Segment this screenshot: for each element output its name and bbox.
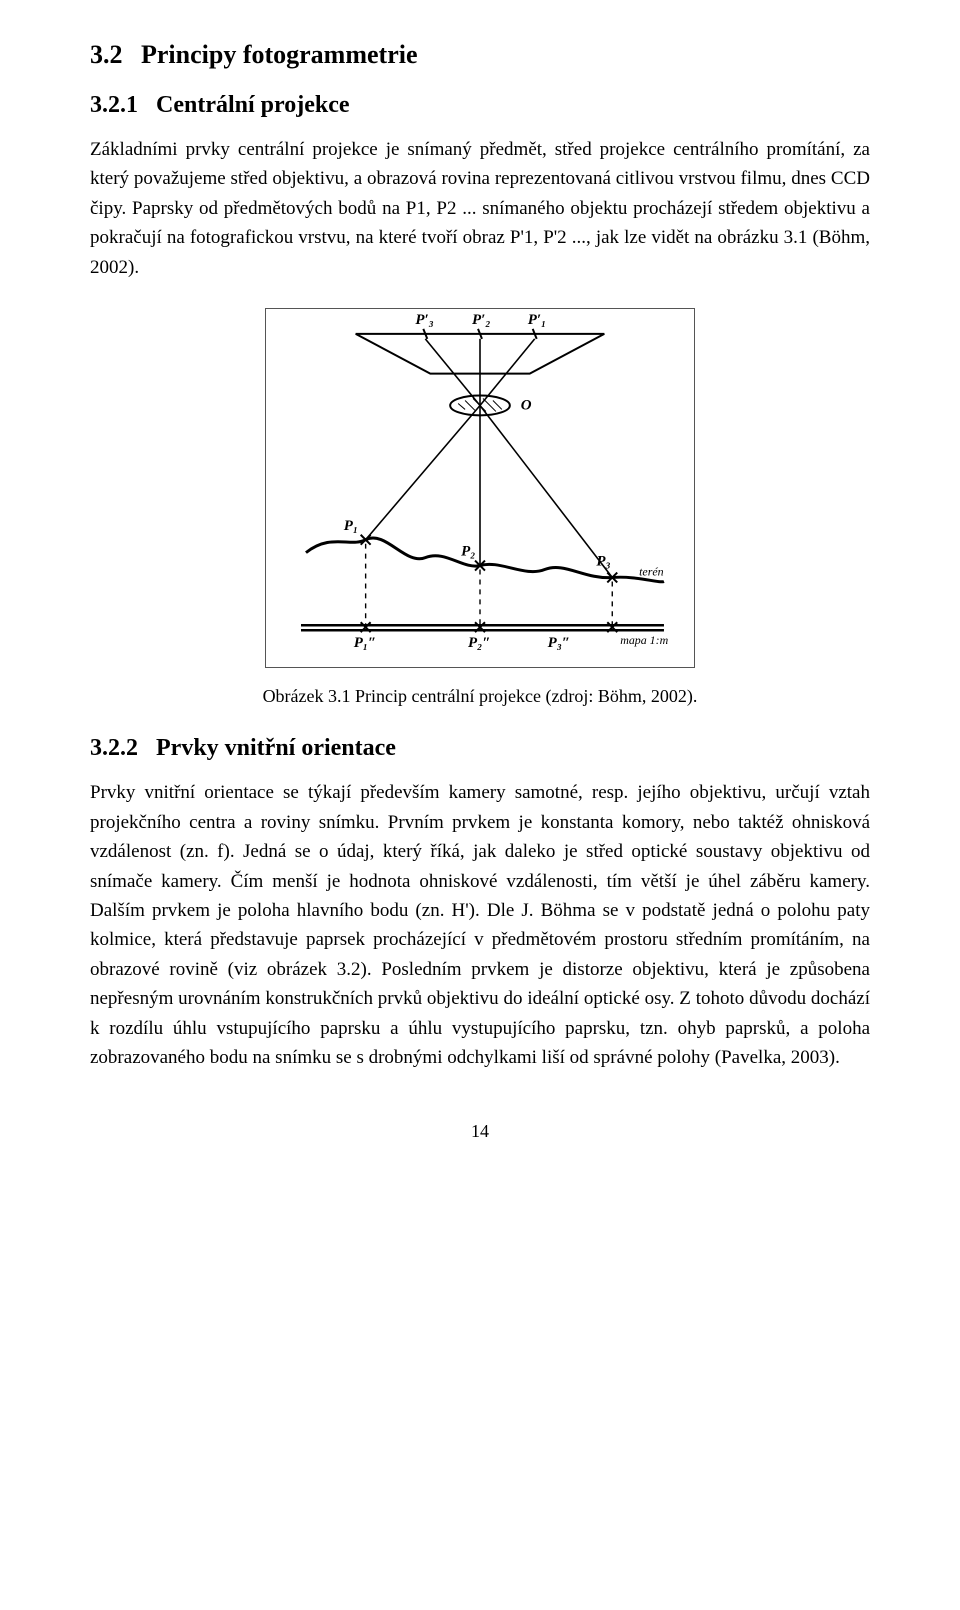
label-p3: P₃ — [596, 554, 610, 570]
label-p1pp: P₁″ — [354, 635, 377, 651]
paragraph-3-2-1: Základními prvky centrální projekce je s… — [90, 135, 870, 282]
label-mapa: mapa 1:m — [620, 633, 668, 647]
heading-3-2-number: 3.2 — [90, 40, 123, 70]
label-p2p: P′₂ — [472, 312, 491, 328]
label-p1p: P′₁ — [528, 312, 547, 328]
heading-3-2-2-title: Prvky vnitřní orientace — [156, 735, 396, 761]
figure-3-1-container: P′₃ P′₂ P′₁ O P₁ P₂ — [90, 308, 870, 668]
label-o: O — [521, 398, 532, 414]
figure-3-1: P′₃ P′₂ P′₁ O P₁ P₂ — [265, 308, 695, 668]
label-p2pp: P₂″ — [468, 635, 491, 651]
label-p3p: P′₃ — [415, 312, 433, 328]
heading-3-2: 3.2 Principy fotogrammetrie — [90, 40, 870, 70]
label-teren: terén — [639, 565, 664, 579]
document-page: 3.2 Principy fotogrammetrie 3.2.1 Centrá… — [0, 0, 960, 1162]
paragraph-3-2-2: Prvky vnitřní orientace se týkají předev… — [90, 778, 870, 1072]
heading-3-2-1: 3.2.1 Centrální projekce — [90, 92, 870, 119]
heading-3-2-2-number: 3.2.2 — [90, 735, 138, 762]
page-number: 14 — [90, 1121, 870, 1142]
heading-3-2-title: Principy fotogrammetrie — [141, 40, 418, 69]
figure-3-1-caption: Obrázek 3.1 Princip centrální projekce (… — [90, 686, 870, 707]
heading-3-2-1-number: 3.2.1 — [90, 92, 138, 119]
label-p3pp: P₃″ — [548, 635, 571, 651]
heading-3-2-1-title: Centrální projekce — [156, 92, 350, 118]
label-p2: P₂ — [461, 544, 475, 560]
heading-3-2-2: 3.2.2 Prvky vnitřní orientace — [90, 735, 870, 762]
label-p1: P₁ — [344, 518, 358, 534]
figure-3-1-svg: P′₃ P′₂ P′₁ O P₁ P₂ — [266, 309, 694, 667]
